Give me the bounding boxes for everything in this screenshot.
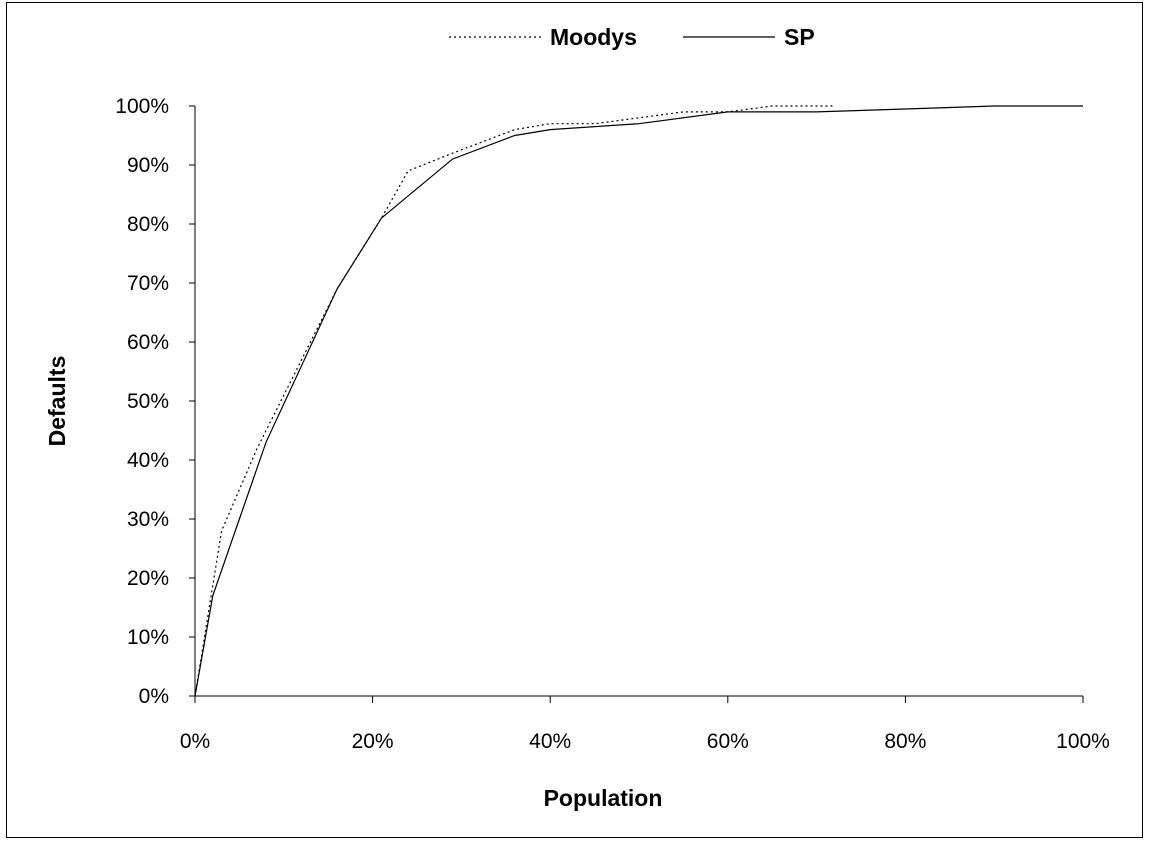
legend: Moodys SP [449, 24, 815, 50]
axes: 0% 10% 20% 30% 40% 50% 60% 70% 80% 90% 100% 0% 20% 40… [115, 95, 1110, 753]
x-axis-title: Population [544, 785, 663, 811]
series-layer [194, 105, 1083, 697]
series-line-sp [194, 105, 1083, 697]
x-tick-label: 20% [352, 730, 394, 753]
x-tick-label: 0% [180, 730, 210, 753]
y-tick-label: 60% [127, 331, 169, 354]
y-tick-label: 90% [127, 154, 169, 177]
x-tick-label: 100% [1056, 730, 1110, 753]
series-line-moodys [194, 105, 835, 697]
x-tick-label: 80% [884, 730, 926, 753]
legend-label-moodys: Moodys [550, 24, 637, 50]
y-tick-label: 40% [127, 449, 169, 472]
y-tick-label: 20% [127, 567, 169, 590]
y-tick-label: 50% [127, 390, 169, 413]
chart-svg: Moodys SP 0% 10% 20% 30% 40% 50% 60% 70% 80% 90% 1… [44, 24, 1110, 811]
y-tick-label: 70% [127, 272, 169, 295]
y-tick-label: 100% [115, 95, 169, 118]
y-tick-label: 30% [127, 508, 169, 531]
y-tick-label: 10% [127, 626, 169, 649]
legend-label-sp: SP [784, 24, 815, 50]
y-tick-label: 80% [127, 213, 169, 236]
y-tick-label: 0% [139, 685, 169, 708]
y-axis-title: Defaults [44, 356, 70, 447]
x-tick-label: 40% [529, 730, 571, 753]
x-tick-label: 60% [707, 730, 749, 753]
chart-frame: Moodys SP 0% 10% 20% 30% 40% 50% 60% 70% 80% 90% 1… [6, 2, 1143, 838]
